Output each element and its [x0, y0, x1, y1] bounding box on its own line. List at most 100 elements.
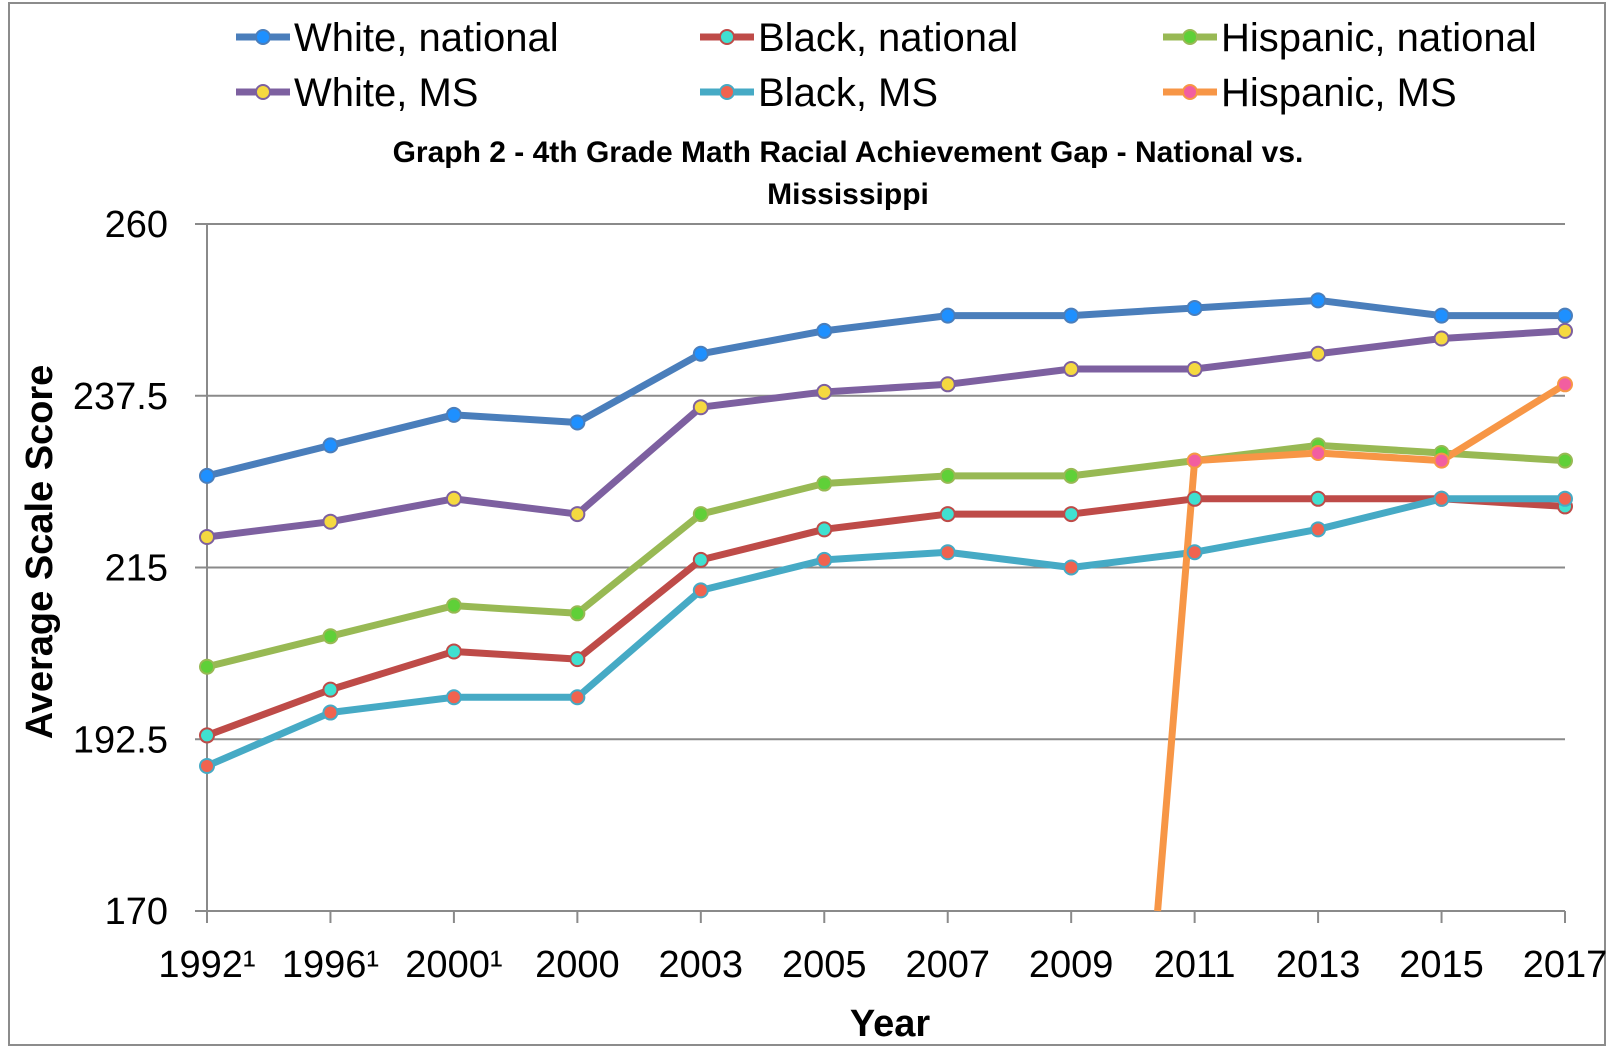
- x-tick-label: 2003: [659, 944, 744, 986]
- data-point-hispanic-national: [569, 605, 586, 622]
- data-point-black-national: [322, 681, 339, 698]
- data-point-white-ms: [939, 376, 956, 393]
- legend-marker-hispanic-ms: [1182, 84, 1198, 100]
- data-point-hispanic-national: [1063, 467, 1080, 484]
- data-point-black-national: [816, 521, 833, 538]
- chart-title-line-2: Mississippi: [767, 178, 929, 211]
- data-point-white-ms: [1186, 361, 1203, 378]
- data-point-white-ms: [1433, 330, 1450, 347]
- data-point-white-ms: [322, 513, 339, 530]
- data-point-black-national: [445, 643, 462, 660]
- series-line-white-national: [206, 296, 1565, 480]
- series-line-hispanic-national: [206, 441, 1566, 671]
- legend-label-black-ms: Black, MS: [758, 71, 938, 115]
- data-point-white-national: [1557, 307, 1573, 324]
- gridlines: [207, 223, 1565, 741]
- x-tick-label: 2007: [905, 944, 990, 986]
- data-point-white-national: [816, 322, 833, 339]
- data-point-black-ms: [1433, 490, 1450, 507]
- data-point-hispanic-national: [939, 467, 956, 484]
- data-point-white-national: [1310, 292, 1327, 309]
- x-tick-label: 2000¹: [405, 944, 502, 986]
- data-point-black-ms: [1310, 521, 1327, 538]
- data-point-hispanic-national: [199, 658, 215, 675]
- y-tick-label: 170: [105, 891, 168, 933]
- axes: [195, 223, 1566, 923]
- legend-marker-black-national: [719, 29, 735, 45]
- data-point-black-national: [199, 727, 215, 744]
- data-point-hispanic-national: [1557, 452, 1573, 469]
- x-tick-label: 2013: [1276, 944, 1361, 986]
- series-line-white-ms: [206, 327, 1566, 541]
- data-point-black-ms: [322, 704, 339, 721]
- data-point-hispanic-ms: [1186, 452, 1203, 469]
- y-tick-label: 215: [105, 548, 168, 590]
- legend-marker-black-ms: [719, 84, 735, 100]
- y-axis-title: Average Scale Score: [19, 365, 61, 740]
- data-point-black-national: [692, 551, 709, 568]
- data-point-black-national: [1063, 506, 1080, 523]
- x-tick-label: 1996¹: [282, 944, 379, 986]
- data-point-white-ms: [692, 399, 709, 416]
- data-point-black-national: [1186, 490, 1203, 507]
- legend-label-hispanic-ms: Hispanic, MS: [1221, 71, 1457, 115]
- series-line-black-national: [205, 495, 1566, 739]
- data-point-white-national: [1433, 307, 1450, 324]
- legend: White, national Black, national Hispanic, …: [236, 16, 1537, 115]
- data-point-white-national: [692, 345, 709, 362]
- x-tick-label: 2009: [1029, 944, 1114, 986]
- x-tick-label: 2011: [1154, 944, 1236, 986]
- data-point-black-national: [569, 651, 586, 668]
- data-point-black-national: [939, 506, 956, 523]
- data-point-hispanic-national: [445, 597, 462, 614]
- legend-marker-white-ms: [255, 84, 271, 100]
- data-point-black-ms: [569, 689, 586, 706]
- data-point-black-ms: [1063, 559, 1080, 576]
- series-line-black-ms: [205, 495, 1565, 770]
- data-point-black-ms: [445, 689, 462, 706]
- data-point-white-ms: [816, 383, 833, 400]
- data-point-white-national: [1186, 299, 1203, 316]
- data-point-white-national: [322, 437, 339, 454]
- legend-label-hispanic-national: Hispanic, national: [1221, 16, 1537, 60]
- x-tick-label: 2015: [1399, 944, 1484, 986]
- data-point-hispanic-national: [322, 628, 339, 645]
- series-line-hispanic-ms: [1154, 381, 1567, 912]
- y-tick-label: 192.5: [73, 719, 168, 761]
- y-tick-label: 237.5: [73, 376, 168, 418]
- x-tick-label: 2000: [535, 944, 620, 986]
- data-point-white-national: [569, 414, 586, 431]
- x-tick-labels: 1992¹ 1996¹ 2000¹ 2000 2003 2005 2007 2009 2011 2…: [158, 944, 1607, 986]
- data-point-black-ms: [692, 582, 709, 599]
- data-point-hispanic-ms: [1433, 452, 1450, 469]
- data-point-white-ms: [199, 528, 215, 545]
- series-markers: [199, 292, 1573, 774]
- x-tick-label: 1992¹: [158, 944, 255, 986]
- x-tick-label: 2017: [1523, 944, 1608, 986]
- data-point-hispanic-national: [692, 506, 709, 523]
- data-point-white-national: [939, 307, 956, 324]
- data-point-hispanic-national: [816, 475, 833, 492]
- data-point-white-ms: [569, 506, 586, 523]
- x-axis-title: Year: [850, 1003, 931, 1045]
- data-point-white-national: [445, 406, 462, 423]
- data-point-hispanic-ms: [1557, 376, 1573, 393]
- data-point-black-ms: [1557, 490, 1573, 507]
- data-point-white-national: [1063, 307, 1080, 324]
- data-point-white-ms: [1557, 322, 1573, 339]
- data-point-white-ms: [1310, 345, 1327, 362]
- data-point-black-ms: [816, 551, 833, 568]
- data-point-hispanic-ms: [1310, 445, 1327, 461]
- data-point-white-ms: [1063, 361, 1080, 378]
- data-point-black-ms: [939, 544, 956, 561]
- x-tick-label: 2005: [782, 944, 867, 986]
- legend-label-white-national: White, national: [294, 16, 559, 60]
- data-point-white-national: [199, 467, 215, 484]
- series-lines: [205, 296, 1567, 912]
- data-point-black-national: [1310, 490, 1327, 507]
- data-point-black-ms: [1186, 544, 1203, 561]
- legend-label-black-national: Black, national: [758, 16, 1018, 60]
- legend-marker-white-national: [255, 29, 271, 45]
- data-point-white-ms: [445, 490, 462, 507]
